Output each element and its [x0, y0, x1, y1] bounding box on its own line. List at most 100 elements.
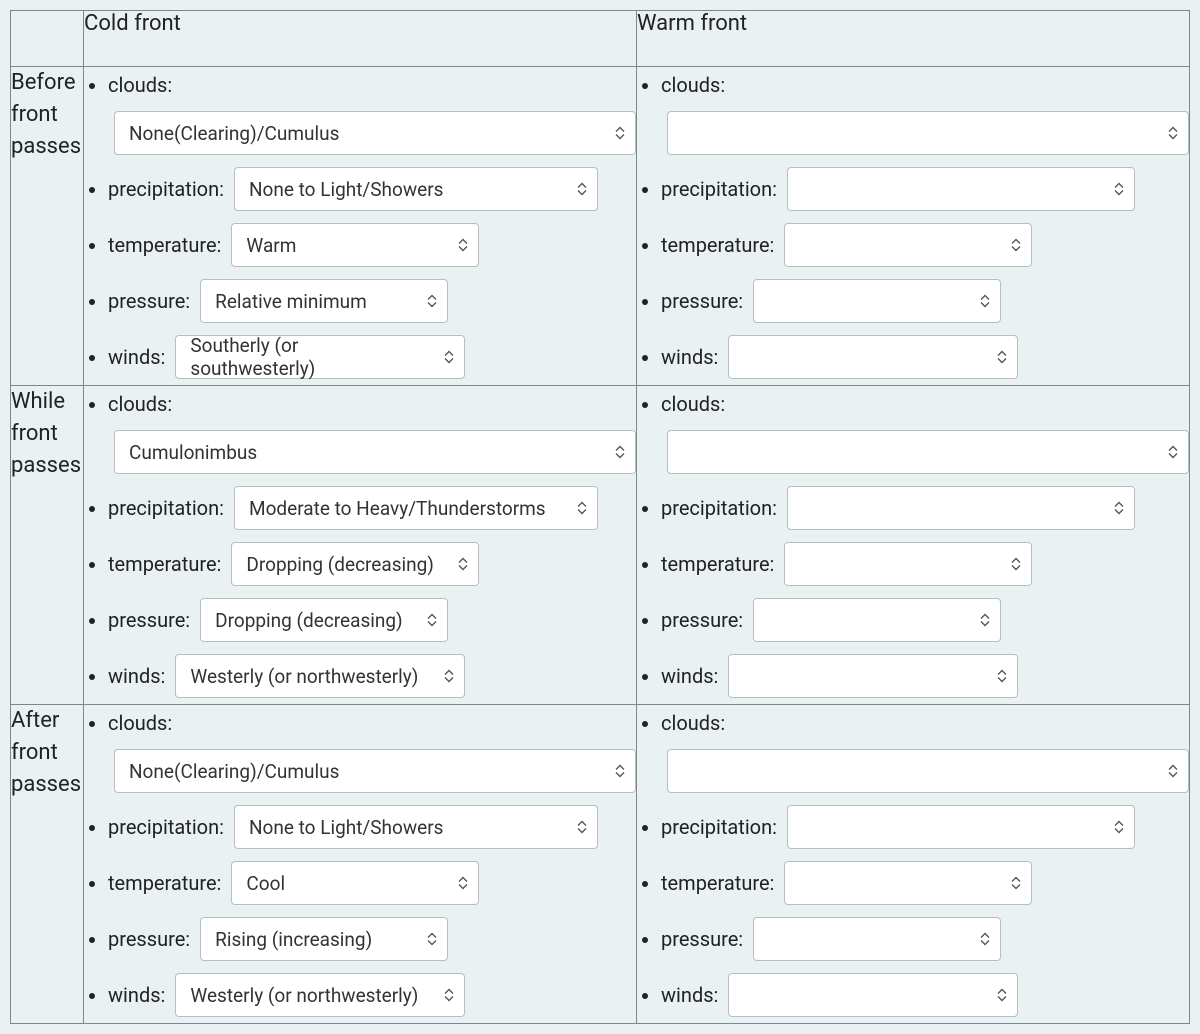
select-chevron-icon: [427, 933, 437, 946]
label-winds: winds:: [661, 345, 718, 369]
select-before-warm-pressure[interactable]: [753, 279, 1001, 323]
label-winds: winds:: [108, 983, 165, 1007]
row-label-while: While front passes: [11, 386, 84, 705]
select-after-cold-pressure[interactable]: Rising (increasing): [200, 917, 448, 961]
select-before-cold-pressure-value: Relative minimum: [215, 290, 367, 313]
select-before-cold-temperature[interactable]: Warm: [231, 223, 479, 267]
select-while-cold-precipitation[interactable]: Moderate to Heavy/Thunderstorms: [234, 486, 598, 530]
cell-before-warm: clouds: precipitation: temperature: pres…: [637, 67, 1190, 386]
select-chevron-icon: [458, 877, 468, 890]
select-while-warm-precipitation[interactable]: [787, 486, 1135, 530]
label-clouds: clouds:: [108, 711, 636, 735]
label-pressure: pressure:: [108, 927, 190, 951]
select-after-warm-pressure[interactable]: [753, 917, 1001, 961]
label-temperature: temperature:: [661, 871, 774, 895]
select-chevron-icon: [444, 351, 454, 364]
select-while-cold-winds[interactable]: Westerly (or northwesterly): [175, 654, 465, 698]
select-chevron-icon: [1011, 877, 1021, 890]
select-before-cold-winds[interactable]: Southerly (or southwesterly): [175, 335, 465, 379]
table-row: After front passes clouds: None(Clearing…: [11, 705, 1190, 1024]
label-clouds: clouds:: [108, 73, 636, 97]
select-before-cold-temperature-value: Warm: [246, 234, 296, 257]
label-precipitation: precipitation:: [108, 496, 224, 520]
select-after-cold-precipitation-value: None to Light/Showers: [249, 816, 443, 839]
select-while-warm-temperature[interactable]: [784, 542, 1032, 586]
select-before-cold-precipitation-value: None to Light/Showers: [249, 178, 443, 201]
select-chevron-icon: [577, 821, 587, 834]
label-pressure: pressure:: [108, 608, 190, 632]
label-temperature: temperature:: [108, 233, 221, 257]
select-while-cold-pressure-value: Dropping (decreasing): [215, 609, 403, 632]
select-chevron-icon: [1114, 502, 1124, 515]
select-chevron-icon: [577, 183, 587, 196]
table-row: Before front passes clouds: None(Clearin…: [11, 67, 1190, 386]
cell-after-warm: clouds: precipitation: temperature: pres…: [637, 705, 1190, 1024]
label-pressure: pressure:: [661, 927, 743, 951]
column-header-warm: Warm front: [637, 11, 1190, 67]
select-before-cold-clouds[interactable]: None(Clearing)/Cumulus: [114, 111, 636, 155]
row-label-after: After front passes: [11, 705, 84, 1024]
select-after-warm-winds[interactable]: [728, 973, 1018, 1017]
select-chevron-icon: [1114, 821, 1124, 834]
label-pressure: pressure:: [661, 289, 743, 313]
select-after-warm-clouds[interactable]: [667, 749, 1189, 793]
label-clouds: clouds:: [661, 392, 1189, 416]
select-while-cold-pressure[interactable]: Dropping (decreasing): [200, 598, 448, 642]
select-while-warm-clouds[interactable]: [667, 430, 1189, 474]
label-winds: winds:: [661, 664, 718, 688]
select-chevron-icon: [997, 989, 1007, 1002]
property-list: clouds: None(Clearing)/Cumulus precipita…: [84, 705, 636, 1023]
property-list: clouds: precipitation: temperature: pres…: [637, 705, 1189, 1023]
label-winds: winds:: [108, 664, 165, 688]
select-before-cold-clouds-value: None(Clearing)/Cumulus: [129, 122, 339, 145]
select-after-cold-winds-value: Westerly (or northwesterly): [190, 984, 418, 1007]
select-chevron-icon: [980, 614, 990, 627]
select-chevron-icon: [980, 295, 990, 308]
label-winds: winds:: [108, 345, 165, 369]
select-before-warm-clouds[interactable]: [667, 111, 1189, 155]
cell-before-cold: clouds: None(Clearing)/Cumulus precipita…: [84, 67, 637, 386]
select-while-cold-precipitation-value: Moderate to Heavy/Thunderstorms: [249, 497, 546, 520]
select-while-cold-temperature[interactable]: Dropping (decreasing): [231, 542, 479, 586]
select-chevron-icon: [427, 614, 437, 627]
label-winds: winds:: [661, 983, 718, 1007]
label-temperature: temperature:: [108, 871, 221, 895]
label-clouds: clouds:: [108, 392, 636, 416]
column-header-cold: Cold front: [84, 11, 637, 67]
select-after-warm-temperature[interactable]: [784, 861, 1032, 905]
property-list: clouds: precipitation: temperature: pres…: [637, 67, 1189, 385]
select-while-cold-winds-value: Westerly (or northwesterly): [190, 665, 418, 688]
label-clouds: clouds:: [661, 711, 1189, 735]
select-after-warm-precipitation[interactable]: [787, 805, 1135, 849]
select-before-cold-pressure[interactable]: Relative minimum: [200, 279, 448, 323]
cell-while-cold: clouds: Cumulonimbus precipitation: Mode…: [84, 386, 637, 705]
label-precipitation: precipitation:: [108, 177, 224, 201]
label-temperature: temperature:: [661, 552, 774, 576]
select-while-warm-winds[interactable]: [728, 654, 1018, 698]
select-while-warm-pressure[interactable]: [753, 598, 1001, 642]
select-chevron-icon: [980, 933, 990, 946]
select-after-cold-precipitation[interactable]: None to Light/Showers: [234, 805, 598, 849]
select-after-cold-clouds-value: None(Clearing)/Cumulus: [129, 760, 339, 783]
select-while-cold-temperature-value: Dropping (decreasing): [246, 553, 434, 576]
select-after-cold-temperature-value: Cool: [246, 872, 285, 895]
select-after-cold-winds[interactable]: Westerly (or northwesterly): [175, 973, 465, 1017]
select-before-warm-winds[interactable]: [728, 335, 1018, 379]
row-label-while-text: While front passes: [11, 389, 81, 478]
label-precipitation: precipitation:: [108, 815, 224, 839]
cell-while-warm: clouds: precipitation: temperature: pres…: [637, 386, 1190, 705]
cell-after-cold: clouds: None(Clearing)/Cumulus precipita…: [84, 705, 637, 1024]
row-label-before-text: Before front passes: [11, 70, 81, 159]
corner-cell: [11, 11, 84, 67]
select-chevron-icon: [997, 670, 1007, 683]
select-while-cold-clouds[interactable]: Cumulonimbus: [114, 430, 636, 474]
select-before-warm-precipitation[interactable]: [787, 167, 1135, 211]
column-header-warm-text: Warm front: [637, 11, 747, 36]
label-precipitation: precipitation:: [661, 815, 777, 839]
row-label-before: Before front passes: [11, 67, 84, 386]
select-after-cold-clouds[interactable]: None(Clearing)/Cumulus: [114, 749, 636, 793]
select-before-cold-precipitation[interactable]: None to Light/Showers: [234, 167, 598, 211]
select-before-warm-temperature[interactable]: [784, 223, 1032, 267]
select-after-cold-temperature[interactable]: Cool: [231, 861, 479, 905]
select-chevron-icon: [577, 502, 587, 515]
